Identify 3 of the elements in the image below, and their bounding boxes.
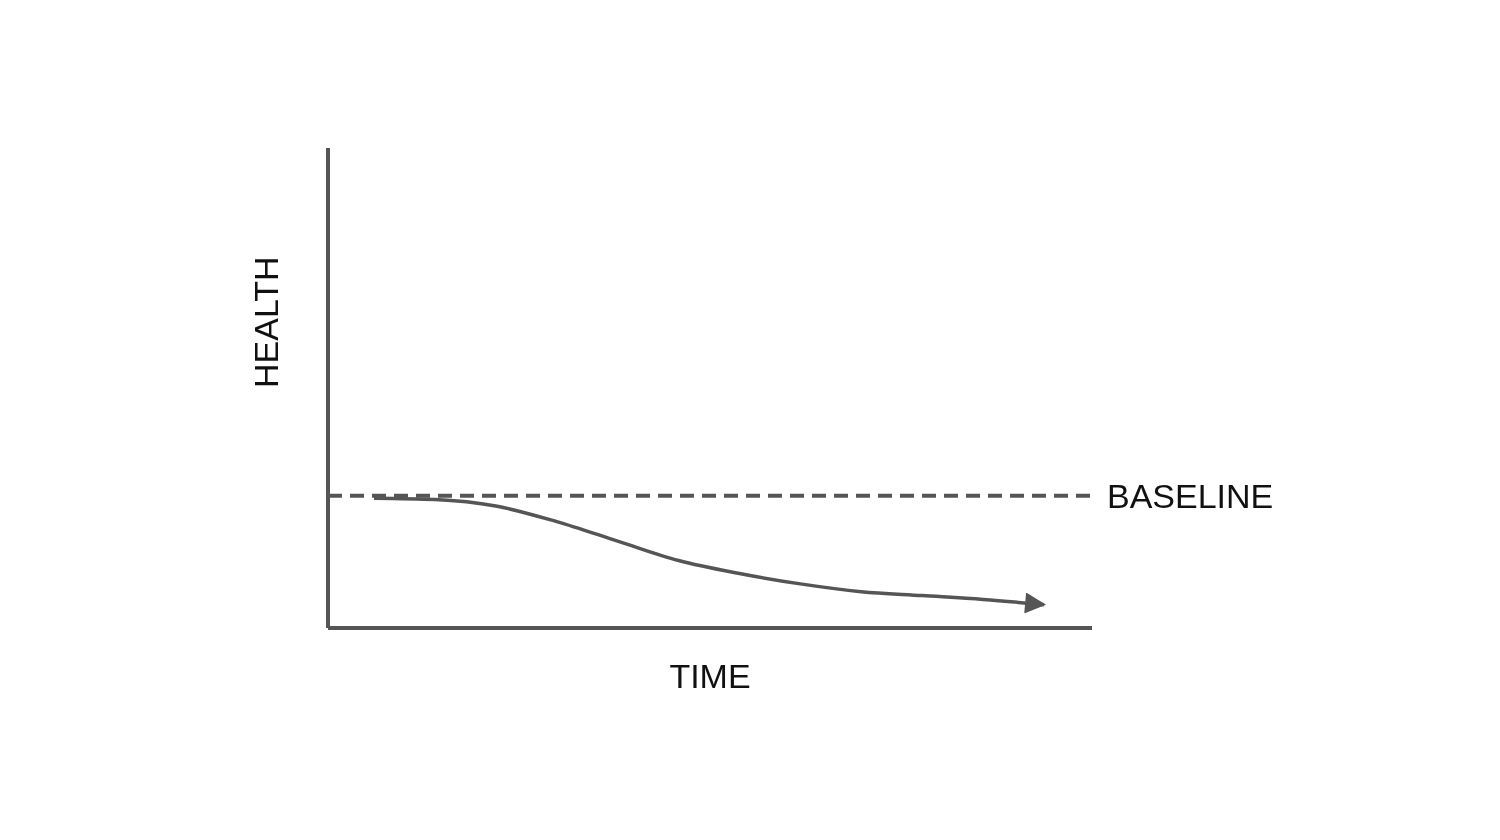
x-axis-title: TIME	[669, 657, 751, 695]
y-axis-title: HEALTH	[247, 256, 286, 388]
ref-line-label: BASELINE	[1107, 476, 1274, 515]
